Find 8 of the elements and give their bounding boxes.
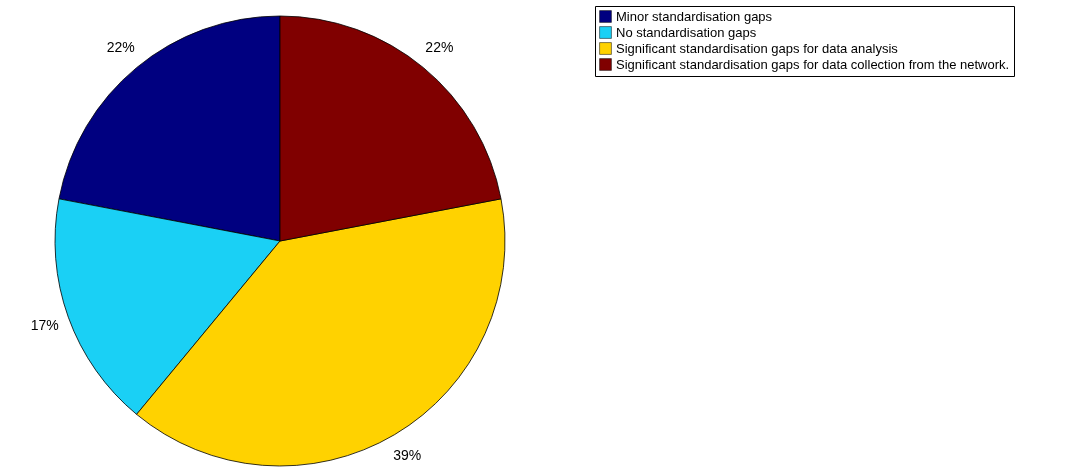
legend-label: Significant standardisation gaps for data analysis	[616, 40, 899, 56]
legend-label: Minor standardisation gaps	[616, 8, 773, 24]
data-label: 17%	[30, 316, 59, 333]
legend-label: No standardisation gaps	[616, 24, 757, 40]
data-label: 22%	[425, 39, 454, 56]
data-label: 22%	[106, 39, 135, 56]
data-label: 39%	[393, 447, 422, 464]
legend-label: Significant standardisation gaps for data collection from the network.	[616, 56, 1010, 72]
